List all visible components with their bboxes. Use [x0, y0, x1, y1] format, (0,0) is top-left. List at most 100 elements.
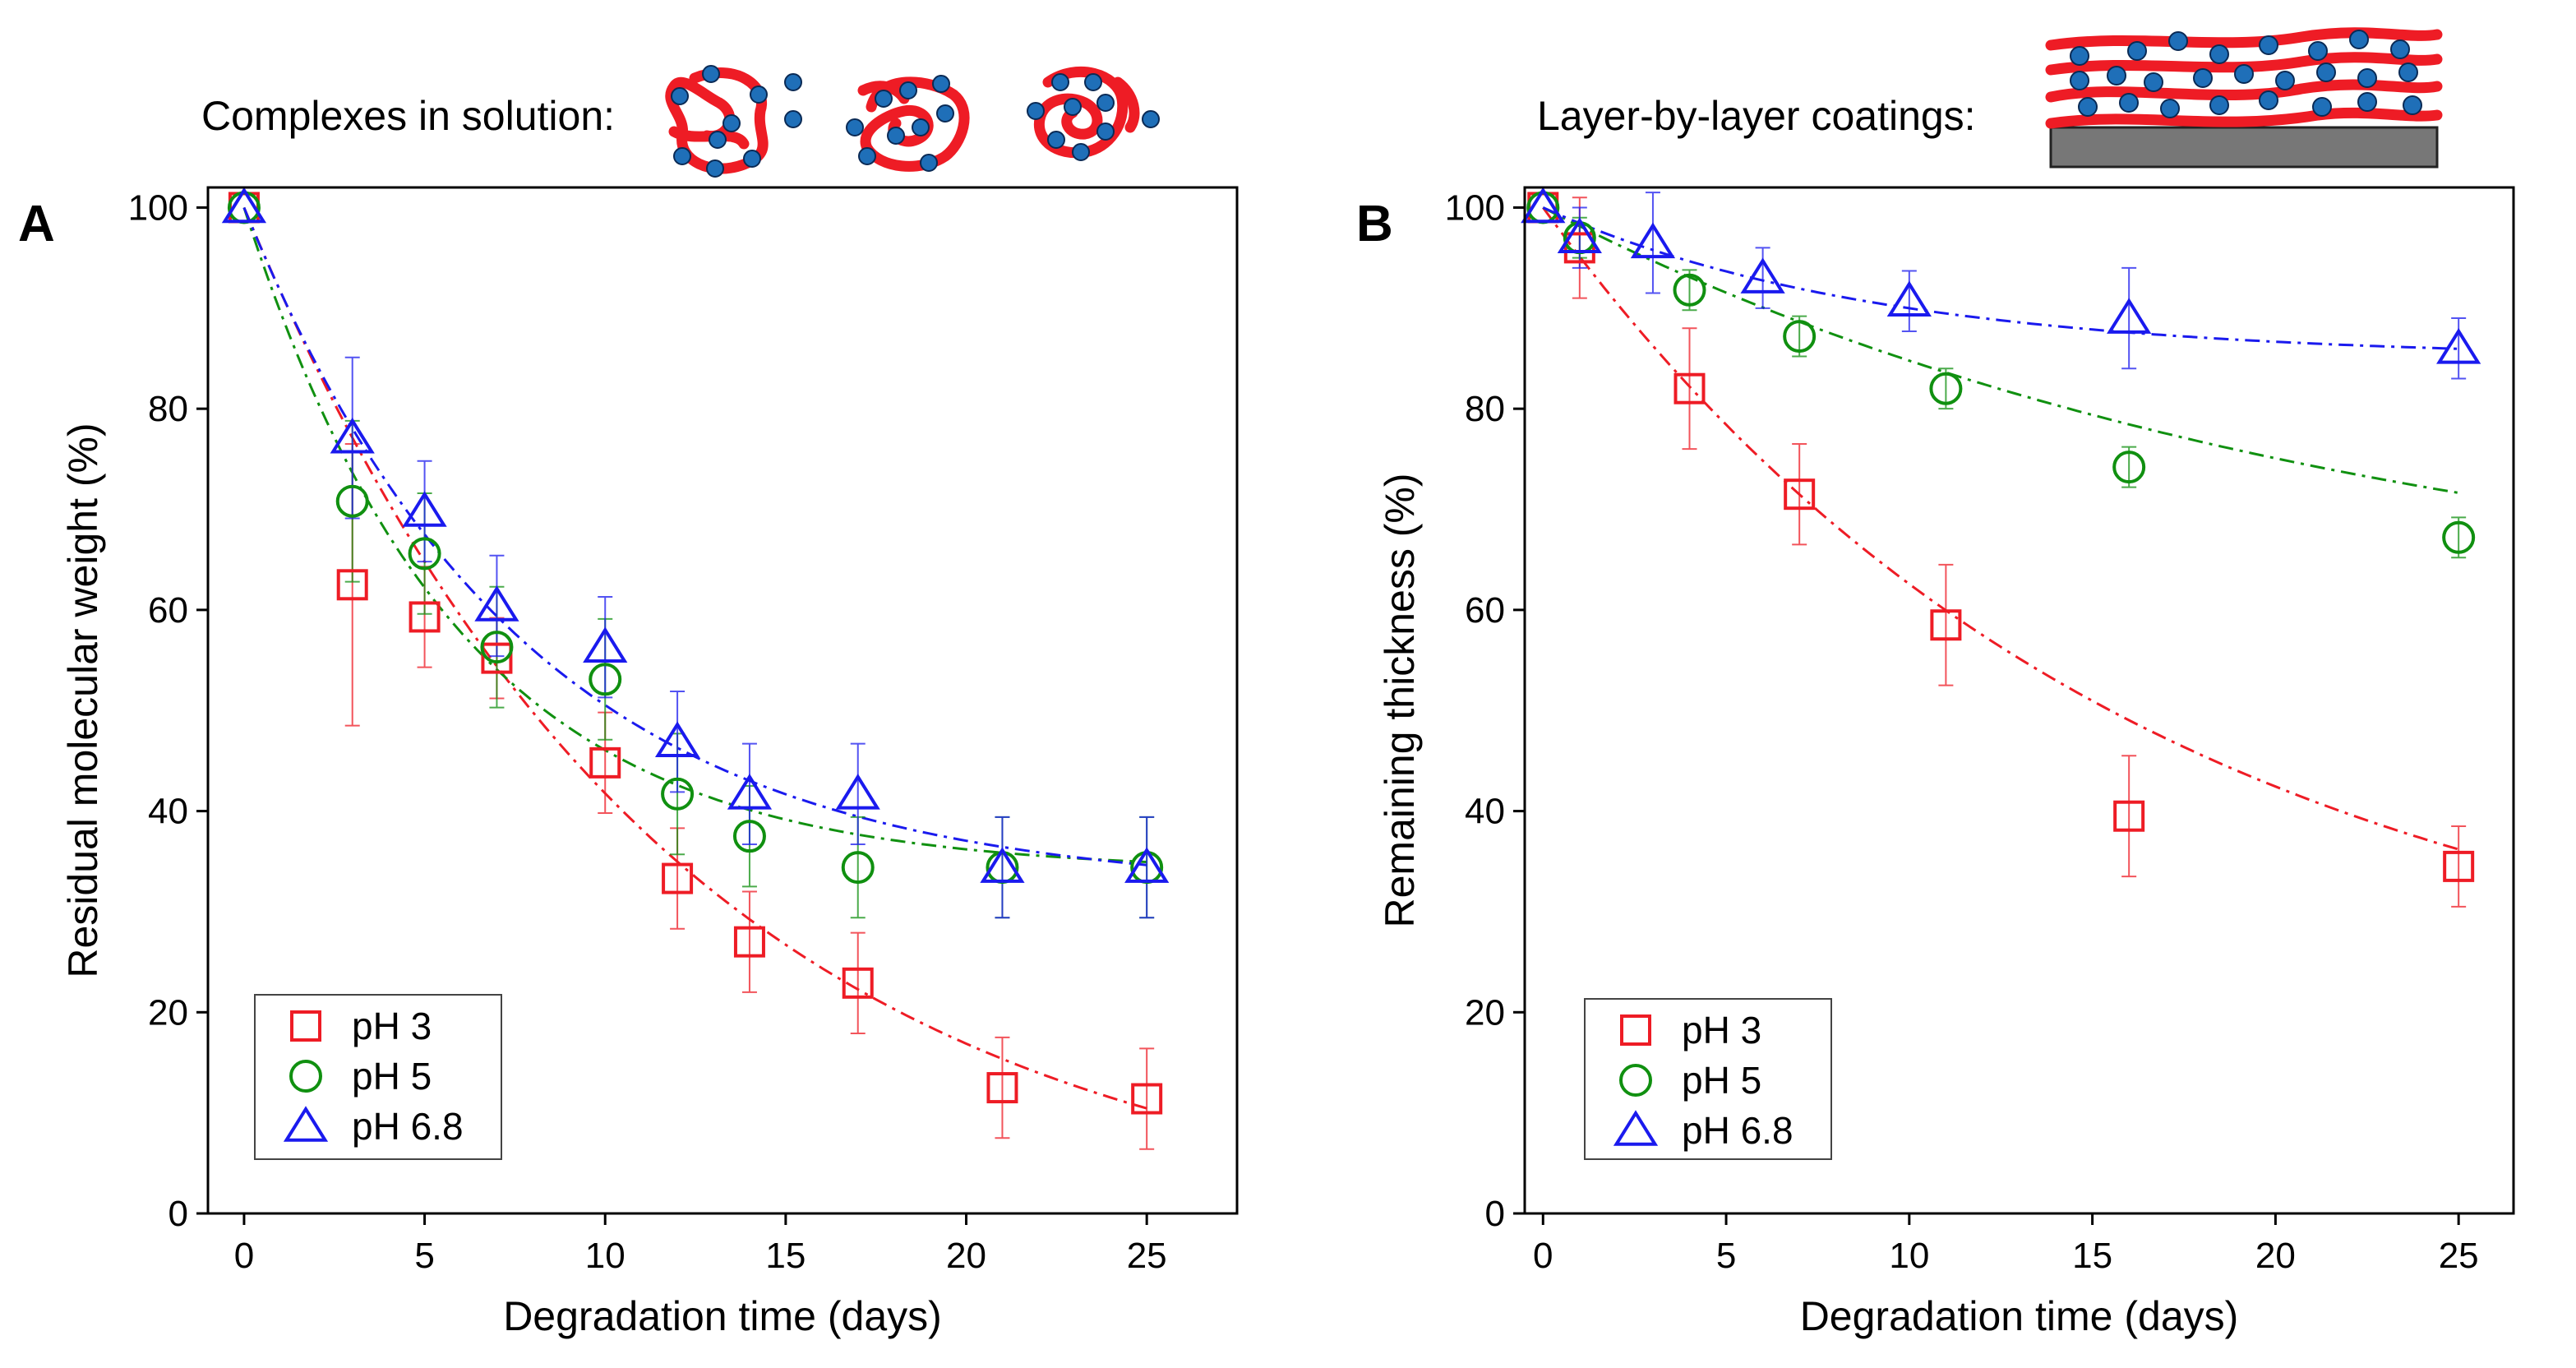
legend-marker-ph68	[1613, 1110, 1659, 1146]
legend-item-ph68: pH 6.8	[283, 1105, 464, 1148]
data-point-ph3	[842, 967, 874, 999]
data-points	[221, 187, 1170, 1115]
legend-label-ph3: pH 3	[352, 1005, 432, 1047]
x-tick-label: 0	[1533, 1236, 1553, 1276]
legend-label-ph5: pH 5	[352, 1055, 432, 1098]
data-point-ph68	[221, 187, 267, 224]
data-point-ph5	[589, 663, 622, 696]
data-point-ph68	[1630, 222, 1676, 259]
data-point-ph68	[1124, 847, 1170, 883]
x-tick-label: 25	[2439, 1236, 2479, 1276]
legend-marker-ph5	[1619, 1064, 1652, 1097]
legend-label-ph68: pH 6.8	[1682, 1109, 1794, 1152]
x-tick-label: 25	[1127, 1236, 1167, 1276]
error-bars	[1572, 192, 2467, 908]
complex-icon-2	[846, 75, 970, 172]
error-bar-ph3	[1792, 443, 1807, 546]
error-bar-ph68	[1572, 206, 1587, 269]
y-tick-label: 0	[1485, 1194, 1505, 1234]
complex-icon-3	[1027, 66, 1160, 161]
plot-frame	[1523, 186, 2515, 1215]
data-point-ph5	[1929, 372, 1963, 405]
error-bar-ph68	[1755, 247, 1770, 309]
panel-a-title: Complexes in solution:	[201, 93, 615, 139]
legend-box	[1584, 998, 1832, 1160]
error-bar-ph3	[2451, 825, 2467, 908]
substrate-icon	[2049, 126, 2439, 169]
data-point-ph3	[1930, 609, 1962, 641]
y-axis: 0 20 40 60 80 100	[128, 187, 208, 1234]
fit-lines	[1542, 206, 2459, 851]
data-point-ph5	[1673, 273, 1706, 307]
legend: pH 3 pH 5 pH 6.8	[254, 994, 502, 1160]
data-point-ph3	[986, 1072, 1018, 1104]
data-point-ph3	[1673, 372, 1706, 404]
legend-item-ph5: pH 5	[289, 1055, 432, 1098]
y-axis: 0 20 40 60 80 100	[1445, 187, 1525, 1234]
fit-line-ph68	[1542, 206, 2459, 350]
data-point-ph3	[481, 642, 513, 674]
error-bar-ph68	[1139, 816, 1155, 919]
data-point-ph68	[1886, 280, 1932, 317]
error-bar-ph3	[1682, 327, 1697, 451]
data-point-ph5	[335, 484, 369, 518]
data-point-ph3	[1563, 232, 1595, 264]
x-axis: 0 5 10 15 20 25	[1533, 1213, 2479, 1276]
y-tick-label: 100	[128, 187, 188, 228]
plot-frame	[206, 186, 1239, 1215]
y-axis-label: Residual molecular weight (%)	[60, 423, 106, 977]
data-point-ph3	[662, 862, 694, 894]
y-tick-label: 80	[1465, 389, 1505, 429]
legend-item-ph3: pH 3	[1620, 1009, 1761, 1051]
error-bar-ph3	[2121, 755, 2137, 878]
data-point-ph3	[2113, 800, 2145, 832]
data-point-ph68	[835, 774, 880, 810]
x-tick-label: 15	[2072, 1236, 2112, 1276]
error-bar-ph68	[850, 742, 866, 845]
data-point-ph68	[2107, 298, 2152, 334]
x-tick-label: 20	[946, 1236, 986, 1276]
error-bar-ph3	[741, 890, 757, 993]
error-bar-ph68	[1645, 192, 1660, 294]
data-point-ph5	[841, 851, 875, 885]
panel-a-label: A	[18, 196, 55, 252]
error-bar-ph68	[489, 554, 505, 658]
y-tick-label: 40	[148, 792, 188, 832]
data-point-ph3	[409, 601, 441, 633]
data-point-ph3	[2443, 850, 2475, 882]
data-point-ph68	[1521, 187, 1566, 224]
panel-b-title: Layer-by-layer coatings:	[1537, 93, 1976, 139]
error-bar-ph68	[598, 595, 613, 699]
data-points	[1521, 187, 2481, 882]
fit-line-ph5	[1542, 206, 2459, 494]
legend-item-ph5: pH 5	[1619, 1059, 1761, 1102]
data-point-ph5	[2112, 451, 2146, 484]
y-tick-label: 100	[1445, 187, 1505, 228]
data-point-ph3	[589, 746, 621, 779]
y-tick-label: 20	[1465, 992, 1505, 1033]
lbl-coating-icon	[2045, 27, 2443, 169]
data-point-ph5	[1783, 320, 1817, 354]
error-bar-ph68	[2121, 266, 2137, 370]
legend-marker-ph3	[1620, 1014, 1651, 1046]
data-point-ph68	[1557, 217, 1602, 253]
x-axis: 0 5 10 15 20 25	[234, 1213, 1167, 1276]
y-tick-label: 60	[1465, 590, 1505, 631]
plot-a: 0 5 10 15 20 25 0 20 40 60 80 100 Degradation time…	[60, 186, 1239, 1339]
complex-icon-1	[665, 65, 802, 178]
legend-item-ph3: pH 3	[290, 1005, 432, 1047]
error-bar-ph68	[741, 742, 757, 845]
error-bars	[344, 356, 1155, 1150]
legend-label-ph5: pH 5	[1682, 1059, 1761, 1102]
x-tick-label: 10	[585, 1236, 626, 1276]
error-bar-ph3	[1139, 1047, 1155, 1150]
error-bar-ph68	[2451, 317, 2467, 380]
fit-line-ph3	[242, 206, 1147, 1110]
data-point-ph68	[402, 491, 447, 527]
error-bar-ph68	[995, 816, 1010, 919]
data-point-ph3	[336, 569, 368, 601]
plot-b: 0 5 10 15 20 25 0 20 40 60 80 100 Degradation time…	[1377, 186, 2515, 1339]
y-tick-label: 80	[148, 389, 188, 429]
data-point-ph5	[2442, 520, 2476, 554]
